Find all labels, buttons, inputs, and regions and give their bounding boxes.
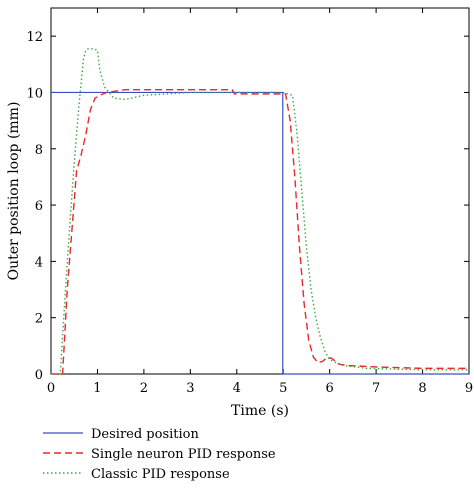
y-tick-label: 2 [35,312,43,327]
y-tick-label: 6 [35,199,43,214]
y-axis-label: Outer position loop (mm) [6,102,22,281]
x-tick-label: 1 [93,381,101,396]
x-tick-label: 9 [465,381,473,396]
x-tick-label: 6 [326,381,334,396]
y-tick-label: 8 [35,143,43,158]
x-tick-label: 2 [140,381,148,396]
y-tick-label: 0 [35,368,43,383]
series-line-2 [51,88,469,375]
legend: Desired position Single neuron PID respon… [43,427,276,482]
x-axis-label: Time (s) [231,403,289,419]
y-tick-label: 12 [26,30,43,45]
y-tick-label: 4 [35,255,43,270]
x-tick-label: 5 [279,381,287,396]
legend-label-3: Classic PID response [91,467,230,482]
x-tick-label: 8 [418,381,426,396]
plot-area [50,7,470,375]
x-tick-label: 0 [47,381,55,396]
legend-label-1: Desired position [91,427,199,442]
x-tick-label: 7 [372,381,380,396]
x-tick-label: 3 [186,381,194,396]
legend-label-2: Single neuron PID response [91,447,276,462]
y-tick-label: 10 [26,86,43,101]
x-tick-label: 4 [233,381,241,396]
series-lines [51,48,469,375]
series-line-3 [51,48,469,375]
series-line-1 [51,91,469,375]
